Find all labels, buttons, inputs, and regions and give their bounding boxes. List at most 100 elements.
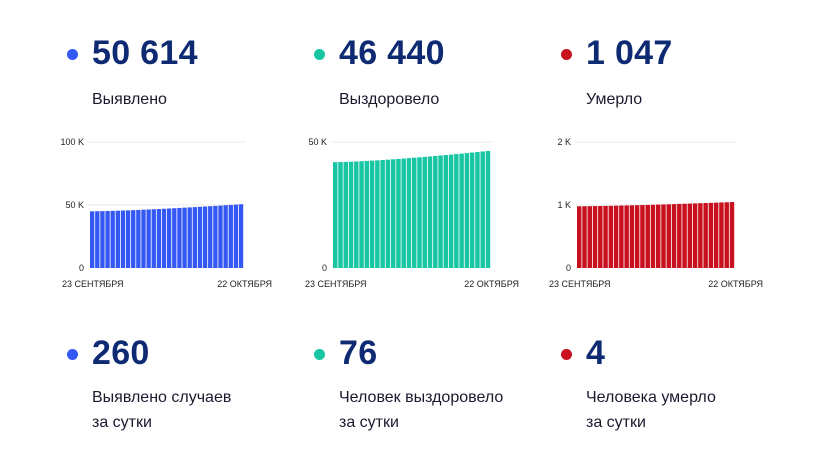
chart0-bar bbox=[218, 205, 223, 268]
chart1-bar bbox=[454, 154, 459, 268]
chart0-bar bbox=[146, 209, 151, 268]
chart0-xlabel-start: 23 СЕНТЯБРЯ bbox=[62, 279, 124, 289]
chart1-bar bbox=[354, 161, 359, 268]
chart1-bar bbox=[364, 160, 370, 268]
chart0-bar bbox=[131, 210, 136, 268]
daily-confirmed-value: 260 bbox=[92, 334, 150, 372]
daily-deaths-value: 4 bbox=[586, 334, 606, 372]
deaths-total-label: Умерло bbox=[586, 91, 643, 108]
chart0-bar bbox=[167, 208, 172, 268]
confirmed-chart-svg: 0 50 K 100 K 23 СЕНТЯБРЯ 22 ОКТЯБРЯ bbox=[60, 137, 272, 289]
chart1-bar bbox=[380, 159, 385, 268]
chart0-bar bbox=[197, 206, 203, 268]
chart0-bar bbox=[90, 211, 95, 268]
chart2-bar bbox=[598, 206, 603, 268]
chart2-bar bbox=[603, 205, 608, 268]
chart1-bar bbox=[485, 150, 491, 268]
confirmed-total-label: Выявлено bbox=[92, 91, 167, 108]
chart0-bar bbox=[110, 210, 115, 268]
chart0-bar bbox=[120, 210, 126, 268]
recovered-total-value: 46 440 bbox=[339, 34, 445, 72]
chart1-xlabel-end: 22 ОКТЯБРЯ bbox=[464, 279, 519, 289]
chart0-bar bbox=[182, 207, 187, 268]
chart0-bar bbox=[202, 206, 208, 268]
chart0-bar bbox=[228, 204, 233, 268]
chart1-bar bbox=[443, 155, 449, 268]
chart0-bar bbox=[238, 204, 244, 268]
deaths-total-value: 1 047 bbox=[586, 34, 673, 72]
chart1-bar bbox=[417, 157, 422, 268]
recovered-chart: 0 50 K 23 СЕНТЯБРЯ 22 ОКТЯБРЯ bbox=[297, 130, 527, 295]
chart0-bar bbox=[105, 211, 110, 268]
chart0-bar bbox=[115, 210, 120, 268]
chart1-ytick-label: 50 K bbox=[308, 137, 327, 147]
chart1-bar bbox=[459, 153, 464, 268]
chart0-bar bbox=[223, 205, 228, 268]
chart2-bar bbox=[624, 205, 629, 268]
chart0-bar bbox=[141, 209, 146, 268]
chart2-bar bbox=[619, 205, 624, 268]
daily-deaths-dot-icon bbox=[561, 349, 572, 360]
chart1-bar bbox=[396, 158, 401, 268]
chart1-bar bbox=[464, 153, 470, 268]
chart0-bar bbox=[233, 204, 239, 268]
chart2-bar bbox=[687, 203, 693, 268]
chart2-bar bbox=[729, 202, 735, 268]
chart0-bar bbox=[177, 207, 182, 268]
daily-deaths-line2: за сутки bbox=[586, 414, 646, 431]
chart2-xlabel-end: 22 ОКТЯБРЯ bbox=[708, 279, 763, 289]
chart0-bar bbox=[136, 209, 141, 268]
chart2-bar bbox=[577, 206, 582, 268]
chart0-bar bbox=[156, 209, 162, 268]
chart1-bar bbox=[412, 157, 417, 268]
chart1-bar bbox=[448, 154, 454, 268]
recovered-total-label: Выздоровело bbox=[339, 91, 440, 108]
chart2-bar bbox=[677, 203, 682, 268]
chart2-bar bbox=[692, 203, 698, 268]
chart2-bar bbox=[645, 204, 650, 268]
chart1-bar bbox=[369, 160, 375, 268]
chart1-bar bbox=[475, 152, 480, 268]
recovered-dot-icon bbox=[314, 49, 325, 60]
chart2-xlabel-start: 23 СЕНТЯБРЯ bbox=[549, 279, 611, 289]
chart2-bar bbox=[629, 205, 635, 268]
daily-recovered-line2: за сутки bbox=[339, 414, 399, 431]
chart0-ytick-label: 50 K bbox=[65, 200, 84, 210]
chart0-bar bbox=[95, 211, 100, 268]
recovered-chart-svg: 0 50 K 23 СЕНТЯБРЯ 22 ОКТЯБРЯ bbox=[305, 137, 519, 289]
chart1-bar bbox=[333, 162, 338, 268]
chart0-ytick-label: 100 K bbox=[60, 137, 84, 147]
daily-confirmed-line1: Выявлено случаев bbox=[92, 389, 232, 406]
chart1-bar bbox=[343, 161, 348, 268]
chart2-bar bbox=[587, 206, 592, 268]
chart2-bar bbox=[613, 205, 619, 268]
chart2-bar bbox=[724, 202, 729, 268]
chart1-xlabel-start: 23 СЕНТЯБРЯ bbox=[305, 279, 367, 289]
chart2-bar bbox=[640, 205, 645, 268]
chart0-bar bbox=[151, 209, 156, 268]
chart0-bar bbox=[208, 206, 213, 268]
chart1-bar bbox=[401, 158, 406, 268]
chart1-bar bbox=[385, 159, 391, 268]
confirmed-total-value: 50 614 bbox=[92, 34, 198, 72]
chart1-bar bbox=[438, 155, 443, 268]
chart2-ytick-label: 2 K bbox=[557, 137, 571, 147]
chart1-bar bbox=[406, 158, 412, 268]
chart2-bar bbox=[703, 203, 708, 268]
chart1-bar bbox=[469, 152, 475, 268]
chart0-xlabel-end: 22 ОКТЯБРЯ bbox=[217, 279, 272, 289]
chart2-bar bbox=[698, 203, 703, 268]
chart0-bar bbox=[187, 207, 192, 268]
chart0-bar bbox=[125, 210, 131, 268]
confirmed-dot-icon bbox=[67, 49, 78, 60]
chart0-bar bbox=[213, 205, 218, 268]
chart1-bar bbox=[433, 155, 438, 268]
daily-confirmed-dot-icon bbox=[67, 349, 78, 360]
chart2-bar bbox=[650, 204, 656, 268]
chart1-bar bbox=[427, 156, 433, 268]
chart2-bar bbox=[661, 204, 666, 268]
confirmed-chart: 0 50 K 100 K 23 СЕНТЯБРЯ 22 ОКТЯБРЯ bbox=[50, 130, 280, 295]
chart2-bar bbox=[719, 202, 724, 268]
chart0-bar bbox=[192, 207, 197, 268]
chart2-bar bbox=[582, 206, 587, 268]
